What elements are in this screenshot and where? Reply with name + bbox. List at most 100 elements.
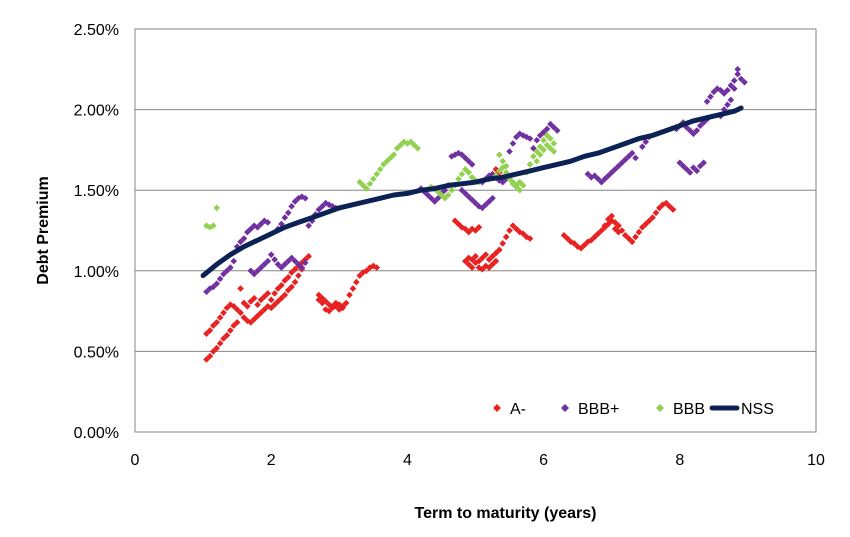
data-point: [652, 209, 660, 217]
data-point: [233, 306, 241, 313]
legend-entry: NSS: [709, 401, 774, 418]
data-point: [458, 170, 466, 178]
data-point: [295, 272, 302, 279]
data-point: [622, 232, 629, 239]
data-point: [482, 262, 490, 270]
data-point: [598, 178, 605, 186]
data-point: [298, 264, 306, 271]
data-point: [455, 149, 462, 157]
data-point: [247, 298, 255, 305]
data-point: [526, 161, 534, 168]
data-point: [298, 259, 306, 267]
data-point: [203, 356, 210, 363]
x-axis-tick-labels: 0 2 4 6 8 10: [131, 452, 825, 469]
data-point: [499, 157, 507, 165]
data-point: [315, 206, 323, 213]
data-point: [237, 238, 244, 246]
data-point: [274, 285, 282, 292]
data-point: [284, 209, 292, 217]
y-tick-label: 0.00%: [74, 425, 119, 442]
data-point: [220, 309, 227, 317]
data-point: [530, 153, 537, 160]
data-point: [669, 206, 677, 213]
data-point: [564, 235, 571, 242]
data-point: [281, 214, 289, 221]
data-point: [257, 309, 265, 317]
data-point: [468, 256, 476, 263]
data-point: [325, 307, 333, 315]
x-tick-label: 0: [131, 452, 140, 469]
data-point: [346, 291, 353, 299]
data-point: [543, 125, 551, 133]
data-point: [550, 140, 558, 147]
data-point: [434, 188, 442, 196]
data-point: [479, 265, 486, 273]
data-point: [635, 228, 643, 236]
data-point: [254, 267, 261, 275]
legend-diamond-marker: [656, 404, 664, 412]
data-point: [206, 285, 214, 292]
data-point: [496, 246, 503, 254]
data-point: [410, 141, 418, 149]
data-point: [220, 270, 227, 278]
data-point: [499, 164, 507, 171]
data-point: [210, 222, 217, 229]
data-point: [414, 144, 421, 152]
data-point: [615, 162, 622, 170]
data-point: [291, 265, 299, 273]
nss-curve: [200, 105, 744, 279]
data-point: [533, 136, 541, 144]
data-point: [210, 283, 217, 291]
data-point: [584, 238, 592, 246]
data-point: [220, 335, 227, 342]
data-point: [451, 217, 459, 225]
data-point: [465, 261, 472, 268]
data-point: [604, 172, 612, 179]
data-point: [662, 199, 670, 207]
data-point: [710, 88, 718, 96]
data-point: [570, 240, 578, 247]
data-point: [485, 172, 493, 179]
data-point: [690, 164, 697, 171]
data-point: [611, 165, 619, 173]
legend-label: A-: [510, 401, 526, 418]
data-point: [380, 161, 387, 168]
data-point: [628, 149, 636, 157]
data-point: [397, 141, 404, 149]
data-point: [244, 228, 251, 236]
data-point: [284, 257, 292, 265]
data-point: [693, 167, 701, 175]
x-tick-label: 10: [807, 452, 825, 469]
grid-layer: [135, 28, 816, 352]
data-point: [730, 77, 738, 84]
y-tick-label: 2.50%: [74, 22, 119, 39]
data-point: [213, 344, 221, 352]
data-point: [540, 128, 547, 136]
data-point: [642, 220, 650, 228]
data-point: [264, 257, 272, 265]
data-point: [601, 222, 609, 229]
data-point: [461, 225, 469, 233]
data-point: [264, 219, 272, 226]
series-bbb-: [203, 66, 748, 296]
data-point: [227, 327, 234, 334]
data-point: [455, 175, 462, 183]
data-point: [329, 302, 336, 310]
data-point: [502, 162, 510, 170]
data-point: [516, 130, 524, 138]
data-point: [492, 257, 500, 265]
data-point: [489, 252, 496, 260]
data-point: [482, 251, 490, 258]
data-point: [356, 272, 364, 279]
y-tick-label: 1.00%: [74, 264, 119, 281]
data-point: [543, 132, 551, 139]
data-point: [533, 157, 541, 165]
data-point: [707, 93, 714, 101]
data-point: [465, 169, 472, 176]
data-point: [271, 290, 278, 297]
data-point: [560, 232, 568, 239]
y-tick-label: 1.50%: [74, 183, 119, 200]
data-point: [615, 222, 622, 229]
data-point: [237, 285, 244, 292]
